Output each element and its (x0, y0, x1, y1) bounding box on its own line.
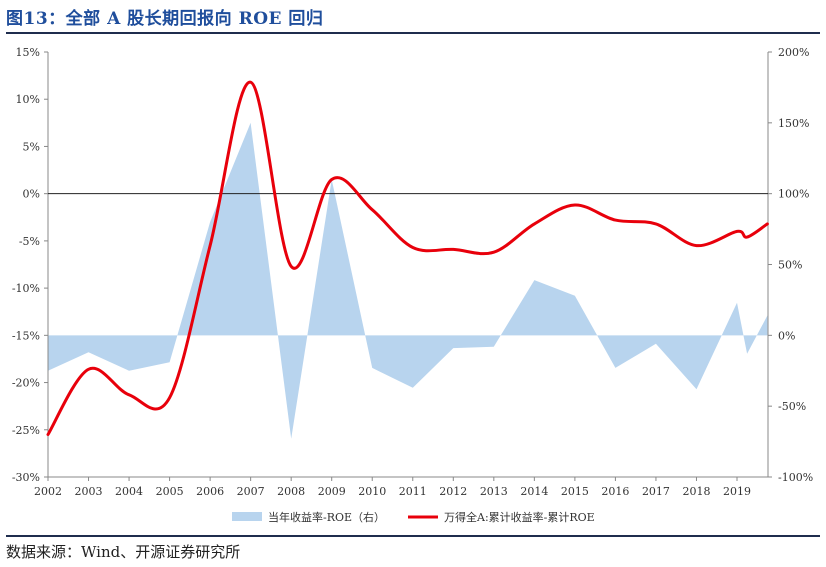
left-tick-label: 0% (23, 188, 40, 201)
source-rule (6, 535, 820, 537)
right-tick-label: 150% (778, 117, 809, 130)
x-tick-label: 2018 (682, 485, 710, 498)
x-tick-label: 2010 (358, 485, 386, 498)
right-tick-label: -100% (778, 471, 813, 484)
x-tick-label: 2005 (156, 485, 184, 498)
x-tick-label: 2012 (439, 485, 467, 498)
x-tick-label: 2009 (318, 485, 346, 498)
x-tick-label: 2002 (34, 485, 62, 498)
area-series (48, 122, 768, 439)
chart: 15% 10% 5% 0% -5% -10% -15% -20% -25% -30% 200% 150… (12, 46, 813, 524)
area-series-layer (48, 122, 768, 439)
x-tick-label: 2007 (237, 485, 265, 498)
x-tick-label: 2003 (75, 485, 103, 498)
x-tick-label: 2015 (561, 485, 589, 498)
source-note: 数据来源：Wind、开源证券研究所 (6, 543, 241, 561)
legend-label-area: 当年收益率-ROE（右） (268, 510, 385, 524)
x-tick-label: 2008 (277, 485, 305, 498)
right-tick-label: -50% (778, 400, 806, 413)
x-tick-label: 2017 (642, 485, 670, 498)
right-tick-label: 0% (778, 329, 795, 342)
left-tick-label: -15% (12, 329, 40, 342)
left-tick-label: -25% (12, 424, 40, 437)
x-tick-label: 2014 (520, 485, 548, 498)
line-series (46, 80, 769, 436)
left-tick-label: 5% (23, 140, 40, 153)
x-tick-label: 2006 (196, 485, 224, 498)
x-tick-label: 2013 (480, 485, 508, 498)
left-tick-label: -10% (12, 282, 40, 295)
x-tick-label: 2004 (115, 485, 143, 498)
figure-title: 图13：全部 A 股长期回报向 ROE 回归 (6, 9, 324, 29)
left-tick-label: -30% (12, 471, 40, 484)
x-tick-label: 2019 (723, 485, 751, 498)
right-tick-label: 200% (778, 46, 809, 59)
axes: 15% 10% 5% 0% -5% -10% -15% -20% -25% -30% 200% 150… (12, 46, 813, 498)
left-tick-label: -20% (12, 377, 40, 390)
right-tick-label: 50% (778, 259, 802, 272)
line-series-layer (46, 80, 769, 436)
right-tick-label: 100% (778, 188, 809, 201)
title-rule (6, 32, 820, 34)
left-tick-label: 15% (16, 46, 40, 59)
legend-swatch-area (232, 512, 262, 521)
legend: 当年收益率-ROE（右） 万得全A:累计收益率-累计ROE (232, 510, 595, 524)
x-tick-label: 2016 (601, 485, 629, 498)
left-tick-label: 10% (16, 93, 40, 106)
left-tick-label: -5% (19, 235, 40, 248)
legend-label-line: 万得全A:累计收益率-累计ROE (444, 510, 595, 524)
x-tick-label: 2011 (399, 485, 427, 498)
